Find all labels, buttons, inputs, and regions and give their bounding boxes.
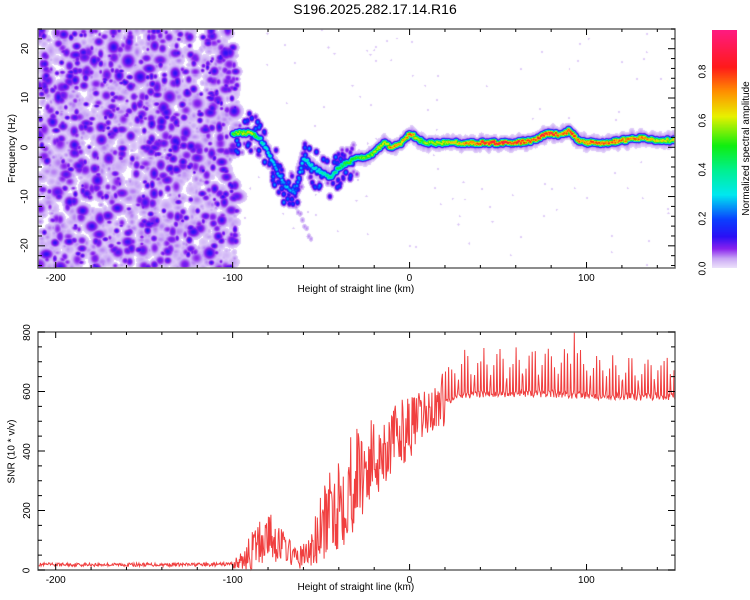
- snr-x-axis-label: Height of straight line (km): [297, 582, 415, 593]
- spectrogram-y-tick-label: -10: [19, 189, 31, 204]
- snr-x-tick-label: -200: [45, 575, 66, 586]
- colorbar-tick-label: 0.2: [697, 211, 709, 226]
- snr-series-line: [37, 331, 676, 572]
- chart-title: S196.2025.282.17.14.R16: [293, 1, 457, 17]
- spectrogram-x-tick-label: -200: [45, 273, 66, 284]
- colorbar-tick-label: 0.4: [697, 162, 709, 177]
- snr-y-axis-label: SNR (10 * v/v): [6, 419, 18, 483]
- spectrogram-heatmap: [38, 29, 675, 268]
- snr-x-tick-label: 100: [578, 575, 595, 586]
- snr-y-tick-label: 600: [21, 383, 33, 400]
- colorbar-tick-label: 0.8: [697, 64, 709, 79]
- colorbar-tick-label: 0.0: [697, 261, 709, 275]
- snr-y-tick-label: 800: [21, 323, 33, 341]
- colorbar-tick-label: 0.6: [697, 113, 709, 128]
- spectrogram-x-tick-label: 100: [578, 273, 595, 284]
- spectrogram-frame: [37, 28, 676, 269]
- colorbar: [712, 30, 737, 268]
- spectrogram-y-tick-label: 10: [19, 92, 31, 104]
- spectrogram-y-tick-label: 0: [19, 144, 31, 151]
- spectrogram-x-axis-label: Height of straight line (km): [297, 284, 415, 295]
- spectrogram-y-tick-label: 20: [19, 43, 31, 55]
- snr-y-tick-label: 0: [21, 567, 33, 573]
- snr-x-tick-label: -100: [222, 575, 243, 586]
- snr-x-tick-label: 0: [406, 575, 413, 586]
- snr-y-tick-label: 200: [21, 502, 33, 519]
- snr-y-tick-label: 400: [21, 442, 33, 460]
- spectrogram-x-tick-label: 0: [406, 273, 413, 284]
- spectrogram-y-tick-label: -20: [19, 238, 31, 254]
- spectrogram-x-tick-label: -100: [222, 273, 243, 284]
